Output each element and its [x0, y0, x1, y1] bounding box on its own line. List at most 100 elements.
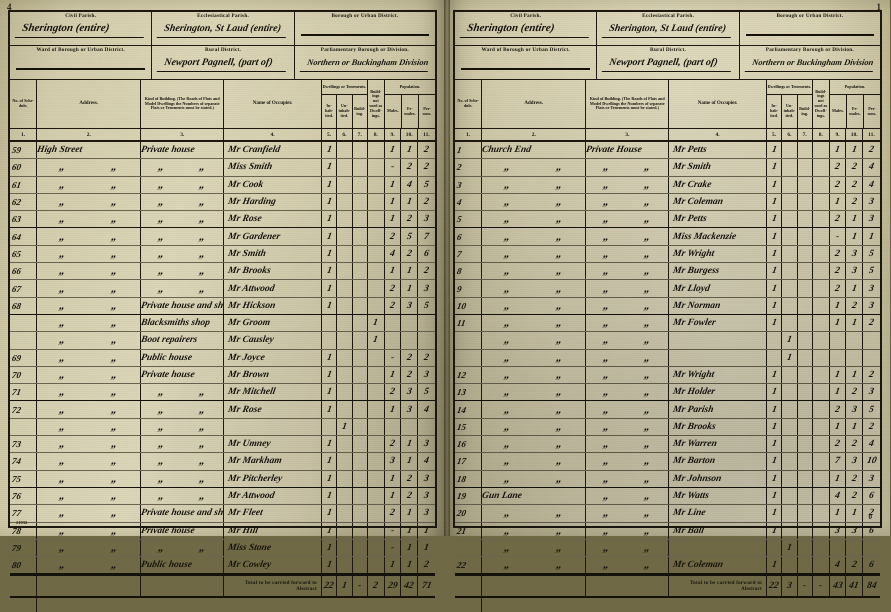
table-row[interactable]: 6 „ „ „ „ Miss Mackenzie 1-1 1: [455, 228, 880, 246]
cell-name-of-occupier[interactable]: Mr Attwood: [224, 280, 322, 297]
cell-kind-of-building-ditto[interactable]: „ „: [586, 314, 670, 332]
cell-name-of-occupier[interactable]: Mr Pitcherley: [224, 470, 322, 487]
table-row[interactable]: „ „ „ „ 1: [455, 332, 880, 350]
cell-building[interactable]: [353, 539, 368, 557]
cell-schedule-number[interactable]: 3: [455, 176, 483, 193]
cell-females[interactable]: 3: [401, 384, 418, 401]
cell-name-of-occupier[interactable]: Mr Brooks: [669, 418, 767, 436]
ecclesiastical-parish-cell[interactable]: Ecclesiastical Parish. Sherington, St La…: [152, 12, 295, 45]
cell-females[interactable]: 2: [846, 557, 863, 574]
cell-name-of-occupier[interactable]: [224, 418, 322, 436]
cell-uninhabited[interactable]: [782, 193, 798, 211]
table-row[interactable]: 3 „ „ „ „ Mr Crake 1 2 2 4: [455, 176, 880, 194]
cell-address-ditto[interactable]: „ „: [37, 228, 142, 245]
cell-uninhabited[interactable]: [337, 453, 353, 470]
cell-uninhabited[interactable]: [782, 211, 798, 228]
cell-not-used-dwellings[interactable]: [813, 314, 830, 332]
cell-not-used-dwellings[interactable]: [368, 557, 385, 574]
cell-name-of-occupier[interactable]: Mr Mitchell: [224, 384, 322, 401]
cell-schedule-number[interactable]: 60: [10, 159, 38, 176]
cell-inhabited[interactable]: 1: [767, 314, 783, 332]
cell-building[interactable]: [353, 332, 368, 349]
cell-name-of-occupier[interactable]: Mr Ball: [669, 522, 767, 539]
table-row[interactable]: 59 High Street Private house Mr Cranfield 1 1…: [10, 142, 435, 160]
cell-males[interactable]: 4: [830, 557, 847, 574]
cell-name-of-occupier[interactable]: Miss Mackenzie: [669, 228, 767, 245]
cell-females[interactable]: 2: [846, 384, 863, 401]
cell-inhabited[interactable]: [322, 418, 338, 436]
cell-schedule-number[interactable]: 63: [10, 211, 38, 228]
cell-schedule-number[interactable]: 5: [455, 211, 483, 228]
cell-building[interactable]: [353, 228, 368, 245]
cell-not-used-dwellings[interactable]: [813, 366, 830, 384]
cell-schedule-number[interactable]: 61: [10, 176, 38, 193]
cell-persons[interactable]: 7: [418, 228, 435, 244]
table-row[interactable]: 10 „ „ „ „ Mr Norman 1 1 2 3: [455, 297, 880, 315]
cell-building[interactable]: [798, 211, 813, 228]
cell-inhabited[interactable]: [322, 332, 338, 349]
cell-not-used-dwellings[interactable]: [368, 366, 385, 384]
cell-kind-of-building-ditto[interactable]: „ „: [141, 470, 225, 487]
cell-males[interactable]: 1: [385, 142, 402, 159]
cell-uninhabited[interactable]: [782, 418, 798, 436]
table-row[interactable]: 67 „ „ „ „ Mr Attwood 1 2 1 3: [10, 280, 435, 298]
cell-schedule-number[interactable]: 73: [10, 436, 38, 453]
cell-address-ditto[interactable]: „ „: [37, 280, 142, 297]
table-row[interactable]: 21 „ „ „ „ Mr Ball 1 3 3 6: [455, 522, 880, 540]
cell-building[interactable]: [798, 453, 813, 470]
table-row[interactable]: „ „ Boot repairers Mr Causley 1: [10, 332, 435, 350]
table-row[interactable]: 22 „ „ „ „ Mr Coleman 1 4 2 6: [455, 557, 880, 575]
cell-males[interactable]: [830, 349, 847, 366]
cell-schedule-number[interactable]: 78: [10, 522, 38, 539]
cell-inhabited[interactable]: [322, 314, 338, 332]
cell-not-used-dwellings[interactable]: [813, 539, 830, 557]
cell-persons[interactable]: 3: [863, 194, 880, 210]
cell-uninhabited[interactable]: [782, 228, 798, 245]
cell-kind-of-building-ditto[interactable]: „ „: [141, 176, 225, 193]
cell-address-ditto[interactable]: „ „: [482, 349, 587, 366]
cell-name-of-occupier[interactable]: [669, 332, 767, 349]
cell-name-of-occupier[interactable]: Mr Hickson: [224, 297, 322, 314]
cell-kind-of-building[interactable]: Private house: [141, 142, 225, 159]
cell-males[interactable]: 2: [385, 505, 402, 522]
cell-inhabited[interactable]: 1: [767, 193, 783, 211]
cell-not-used-dwellings[interactable]: [368, 436, 385, 453]
cell-persons[interactable]: 4: [863, 436, 880, 452]
cell-males[interactable]: 4: [385, 245, 402, 263]
cell-females[interactable]: 2: [401, 159, 418, 176]
table-row[interactable]: 16 „ „ „ „ Mr Warren 1 2 2 4: [455, 436, 880, 454]
cell-schedule-number[interactable]: 19: [455, 487, 483, 505]
cell-males[interactable]: 2: [385, 280, 402, 297]
cell-females[interactable]: 1: [401, 453, 418, 470]
cell-kind-of-building-ditto[interactable]: „ „: [586, 245, 670, 263]
cell-schedule-number[interactable]: 17: [455, 453, 483, 470]
ward-borough-cell[interactable]: Ward of Borough or Urban District.: [10, 46, 153, 79]
table-row[interactable]: 75 „ „ „ „ Mr Pitcherley 1 1 2 3: [10, 470, 435, 488]
cell-address-ditto[interactable]: „ „: [482, 211, 587, 228]
cell-building[interactable]: [798, 384, 813, 401]
table-row[interactable]: 13 „ „ „ „ Mr Holder 1 1 2 3: [455, 384, 880, 402]
cell-uninhabited[interactable]: [337, 211, 353, 228]
cell-name-of-occupier[interactable]: Mr Gardener: [224, 228, 322, 245]
cell-females[interactable]: 5: [401, 228, 418, 245]
cell-not-used-dwellings[interactable]: [813, 245, 830, 263]
cell-name-of-occupier[interactable]: Mr Brooks: [224, 263, 322, 280]
cell-females[interactable]: 3: [846, 453, 863, 470]
cell-address-ditto[interactable]: „ „: [482, 280, 587, 297]
cell-females[interactable]: 3: [846, 245, 863, 263]
cell-kind-of-building-ditto[interactable]: „ „: [141, 436, 225, 453]
cell-name-of-occupier[interactable]: Mr Hill: [224, 522, 322, 539]
civil-parish-cell-right[interactable]: Civil Parish. Sherington (entire): [455, 12, 598, 45]
cell-persons[interactable]: 3: [418, 471, 435, 487]
cell-persons[interactable]: 3: [418, 367, 435, 383]
cell-not-used-dwellings[interactable]: [813, 280, 830, 297]
cell-building[interactable]: [798, 193, 813, 211]
cell-schedule-number[interactable]: [455, 539, 483, 557]
cell-persons[interactable]: 2: [418, 350, 435, 366]
table-row[interactable]: 73 „ „ „ „ Mr Umney 1 2 1 3: [10, 436, 435, 454]
cell-uninhabited[interactable]: [337, 332, 353, 349]
cell-kind-of-building-ditto[interactable]: „ „: [141, 245, 225, 263]
cell-name-of-occupier[interactable]: Mr Warren: [669, 436, 767, 453]
cell-females[interactable]: 3: [401, 297, 418, 314]
cell-persons[interactable]: 3: [863, 280, 880, 296]
